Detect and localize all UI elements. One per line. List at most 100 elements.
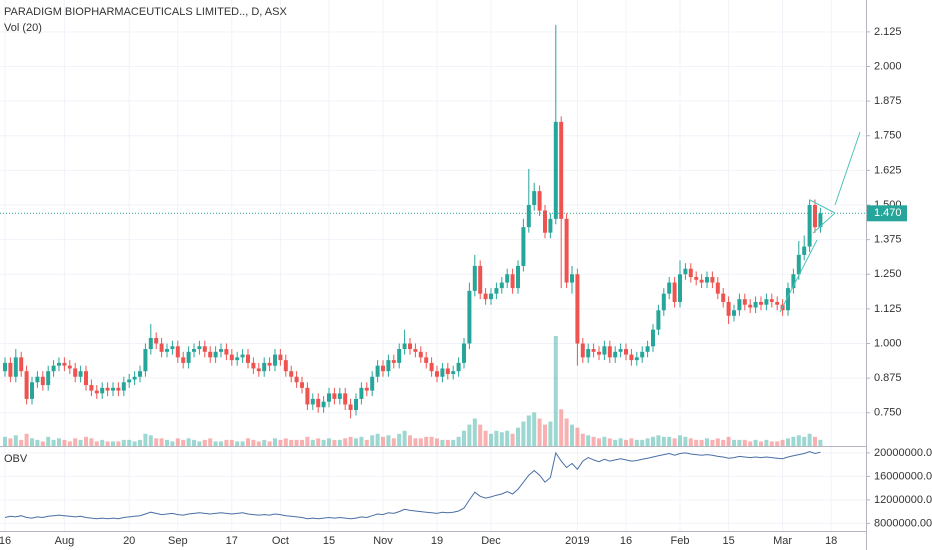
volume-bar xyxy=(235,441,240,446)
volume-bar xyxy=(246,438,250,446)
candle-body xyxy=(73,368,78,377)
candle-body xyxy=(726,301,731,316)
trend-line xyxy=(779,239,818,313)
candle-body xyxy=(629,354,634,361)
candle-body xyxy=(645,346,650,352)
candle-body xyxy=(219,349,223,352)
volume-bar xyxy=(440,439,445,446)
overlay-layer xyxy=(0,212,866,520)
candle-body xyxy=(478,265,483,294)
volume-bar xyxy=(100,439,105,446)
obv-tick-label: 12000000.0000 xyxy=(874,494,932,506)
candle-body xyxy=(715,282,720,294)
candle-body xyxy=(769,299,774,302)
candle-body xyxy=(370,376,375,391)
candle-body xyxy=(148,337,153,350)
volume-bar xyxy=(40,441,45,446)
candle-body xyxy=(159,343,164,352)
volume-label: Vol (20) xyxy=(4,22,42,34)
y-tick-label: 1.250 xyxy=(874,268,902,280)
candle-body xyxy=(764,299,769,305)
candle-body xyxy=(494,288,499,294)
volume-bar xyxy=(310,439,315,446)
grid xyxy=(0,0,866,531)
volume-bar xyxy=(624,439,628,446)
volume-bar xyxy=(780,439,785,446)
x-tick-label: Dec xyxy=(481,535,501,547)
candle-body xyxy=(316,398,321,408)
candle-body xyxy=(62,362,67,366)
volume-bar xyxy=(397,433,402,446)
y-tick-label: 2.125 xyxy=(874,26,902,38)
candle-body xyxy=(127,379,132,383)
candle-body xyxy=(543,210,547,233)
volume-bar xyxy=(197,441,202,446)
volume-bar xyxy=(483,430,488,446)
candle-body xyxy=(472,265,477,291)
candle-body xyxy=(197,346,202,350)
candle-body xyxy=(640,351,645,358)
candle-body xyxy=(24,371,29,399)
volume-bar xyxy=(462,430,466,446)
x-tick-label: 16 xyxy=(620,535,632,547)
volume-bar xyxy=(726,436,731,446)
candle-body xyxy=(499,282,504,289)
volume-bar xyxy=(300,439,304,446)
candle-body xyxy=(343,393,348,405)
candle-body xyxy=(267,362,272,366)
x-tick-label: 18 xyxy=(825,535,837,547)
volume-bar xyxy=(688,438,693,446)
y-tick-label: 2.000 xyxy=(874,60,902,72)
volume-bar xyxy=(537,418,542,446)
volume-bar xyxy=(575,427,580,446)
candle-body xyxy=(94,390,99,394)
candle-body xyxy=(57,362,61,366)
volume-bar xyxy=(672,438,677,446)
volume-bar xyxy=(73,438,78,446)
candle-body xyxy=(78,371,83,377)
candle-body xyxy=(791,274,796,289)
candle-body xyxy=(710,277,715,283)
candle-body xyxy=(192,349,196,352)
volume-bar xyxy=(445,439,450,446)
x-tick-label: 16 xyxy=(0,535,11,547)
volume-bar xyxy=(759,441,763,446)
candle-body xyxy=(445,368,450,374)
candle-body xyxy=(510,274,515,289)
candle-body xyxy=(440,368,445,377)
candle-body xyxy=(742,299,747,305)
candle-body xyxy=(807,204,812,247)
candle-body xyxy=(553,121,558,219)
candle-body xyxy=(359,387,364,399)
candle-body xyxy=(537,191,542,211)
volume-bar xyxy=(62,439,67,446)
volume-bar xyxy=(78,439,83,446)
candle-body xyxy=(289,371,294,377)
candle-body xyxy=(570,274,574,283)
volume-bar xyxy=(105,441,110,446)
obv-line xyxy=(4,451,821,520)
volume-bar xyxy=(597,438,601,446)
volume-bar xyxy=(229,439,234,446)
candle-body xyxy=(170,346,175,350)
volume-bar xyxy=(240,441,245,446)
volume-bar xyxy=(213,441,218,446)
candle-body xyxy=(154,337,159,344)
volume-bar xyxy=(429,436,434,446)
candle-body xyxy=(721,293,726,302)
candle-body xyxy=(46,371,51,386)
x-tick-label: 17 xyxy=(226,535,238,547)
volume-bar xyxy=(532,412,537,446)
volume-bar xyxy=(321,439,326,446)
candle-body xyxy=(8,362,13,377)
candle-body xyxy=(375,365,380,377)
candle-body xyxy=(516,265,520,289)
candle-body xyxy=(505,274,510,283)
volume-bar xyxy=(451,439,456,446)
candle-body xyxy=(586,349,591,358)
candle-body xyxy=(532,191,537,205)
y-tick-label: 1.375 xyxy=(874,234,902,246)
candle-body xyxy=(208,351,213,358)
volume-bar xyxy=(186,438,191,446)
volume-bar xyxy=(818,439,823,446)
